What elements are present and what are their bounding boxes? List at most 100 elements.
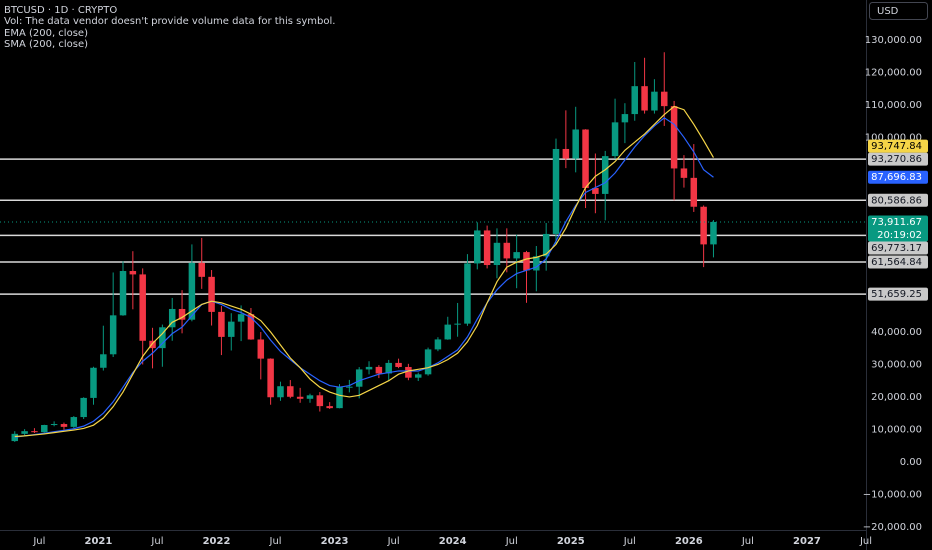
x-tick-label: Jul [859, 536, 872, 547]
candle-body [257, 339, 265, 359]
candle-body [395, 362, 402, 367]
x-tick-label: 2026 [675, 536, 703, 547]
candle-body [385, 362, 392, 374]
candle-body [100, 354, 107, 368]
candle-body [434, 339, 442, 350]
candle-body [228, 321, 235, 337]
candle-body [365, 366, 373, 370]
indicator-legend: SMA (200, close) [4, 39, 88, 50]
candle-body [336, 386, 343, 409]
candle-body [572, 129, 579, 159]
candle-body [661, 91, 668, 107]
candle-body [346, 386, 353, 388]
indicator-badge-text: 87,696.83 [871, 172, 922, 183]
indicator-badge [868, 170, 928, 184]
x-tick-label: 2022 [203, 536, 231, 547]
candle-body [247, 314, 255, 340]
candle-body [670, 106, 678, 169]
candle-body [454, 323, 461, 325]
volume-note: Vol: The data vendor doesn't provide vol… [4, 16, 335, 27]
candle-body [355, 369, 363, 387]
y-tick-label: −10,000.00 [863, 489, 922, 500]
candle-body [513, 252, 520, 259]
candle-body [542, 233, 550, 257]
level-badge [868, 193, 928, 207]
currency-button[interactable] [869, 2, 928, 20]
x-tick-label: 2021 [84, 536, 112, 547]
last-price-badge [868, 215, 928, 242]
level-badge-text: 61,564.84 [871, 257, 922, 268]
x-tick-label: Jul [387, 536, 400, 547]
y-tick-label: 30,000.00 [871, 359, 922, 370]
candle-body [306, 395, 314, 399]
candle-body [159, 327, 166, 349]
candle-body [208, 276, 215, 312]
plot-area [0, 52, 866, 442]
candle-body [621, 114, 629, 123]
currency-label[interactable]: USD [877, 6, 899, 17]
level-badge [868, 255, 928, 269]
y-tick-label: 20,000.00 [871, 392, 922, 403]
x-tick-label: 2025 [557, 536, 585, 547]
candle-body [119, 271, 127, 316]
y-tick-label: 100,000.00 [865, 132, 922, 143]
y-tick-label: 10,000.00 [871, 424, 922, 435]
y-tick-label: 40,000.00 [871, 327, 922, 338]
candle-body [90, 367, 97, 398]
candle-body [414, 374, 422, 378]
candle-body [651, 91, 658, 111]
x-tick-label: Jul [741, 536, 754, 547]
candle-body [483, 230, 491, 266]
level-badge [868, 287, 928, 301]
level-badge-text: 51,659.25 [871, 289, 922, 300]
candle-body [31, 431, 38, 433]
candle-body [149, 340, 156, 349]
candle-body [178, 308, 186, 320]
candle-body [611, 122, 619, 157]
candle-body [680, 168, 688, 178]
x-tick-label: 2024 [439, 536, 467, 547]
candle-body [218, 311, 225, 337]
indicator-badge [868, 139, 928, 153]
candle-body [562, 148, 570, 159]
candle-body [444, 324, 452, 340]
x-tick-label: Jul [505, 536, 518, 547]
x-tick-label: Jul [623, 536, 636, 547]
candle-body [503, 242, 511, 259]
candle-body [326, 406, 333, 409]
y-tick-label: 130,000.00 [865, 35, 922, 46]
candle-body [405, 366, 412, 378]
y-tick-label: 120,000.00 [865, 67, 922, 78]
level-badge [868, 152, 928, 166]
candle-body [139, 274, 146, 341]
candle-body [168, 308, 176, 328]
level-badge-text: 69,773.17 [871, 243, 922, 254]
y-tick-label: 0.00 [900, 457, 922, 468]
candle-body [523, 252, 530, 271]
level-badge [868, 241, 928, 255]
x-tick-label: Jul [269, 536, 282, 547]
candle-body [188, 262, 196, 320]
indicator-legend: EMA (200, close) [4, 28, 88, 39]
x-tick-label: 2023 [321, 536, 349, 547]
candle-body [690, 177, 698, 207]
symbol-title: BTCUSD · 1D · CRYPTO [4, 5, 117, 16]
candle-body [287, 386, 294, 397]
candle-body [80, 397, 87, 418]
candle-body [493, 242, 501, 266]
y-tick-label: 110,000.00 [865, 100, 922, 111]
candle-body [50, 424, 58, 426]
candle-body [641, 86, 648, 111]
candle-body [552, 148, 560, 234]
candle-body [70, 417, 78, 427]
candle-body [533, 256, 540, 271]
indicator-line [14, 105, 714, 438]
candle-body [198, 262, 205, 277]
candle-body [296, 396, 304, 399]
candle-body [267, 358, 274, 398]
price-axis: 130,000.00 120,000.00 110,000.00 100,000.00… [863, 35, 928, 533]
candle-body [21, 431, 28, 434]
level-badge-text: 93,270.86 [871, 154, 922, 165]
indicator-line [14, 117, 714, 438]
